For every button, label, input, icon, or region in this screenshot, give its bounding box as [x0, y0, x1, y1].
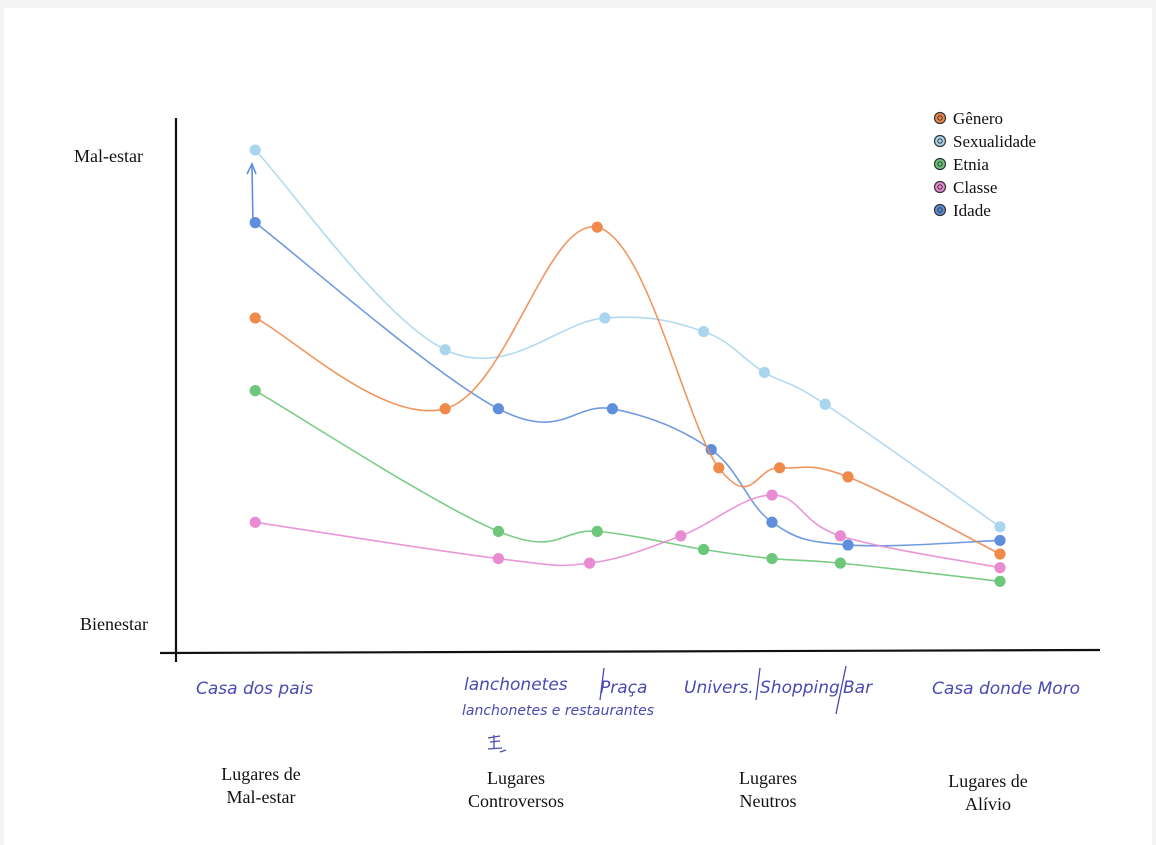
data-point-idade-0	[249, 217, 261, 229]
legend-label-gênero: Gênero	[953, 109, 1003, 128]
data-point-idade-1	[492, 403, 504, 415]
data-point-sexualidade-4	[758, 366, 771, 379]
legend: Gênero Sexualidade Etnia Classe Idade	[933, 109, 1036, 220]
legend-label-idade: Idade	[953, 201, 991, 220]
legend-marker-sexualidade	[933, 134, 947, 148]
data-point-classe-0	[249, 516, 261, 528]
series-line-classe	[254, 494, 1001, 569]
data-point-classe-2	[583, 557, 596, 569]
category-label-mal-estar: Lugares de Mal-estar	[221, 764, 300, 807]
data-point-classe-1	[492, 552, 504, 565]
legend-label-classe: Classe	[953, 178, 997, 197]
data-point-etnia-6	[994, 575, 1006, 587]
legend-marker-center-etnia	[937, 161, 943, 167]
place-label-shopping: Shopping	[760, 678, 840, 698]
data-point-classe-5	[834, 530, 847, 542]
data-point-gênero-6	[994, 548, 1006, 560]
legend-marker-center-sexualidade	[937, 138, 943, 144]
series-line-idade	[254, 221, 1001, 547]
data-point-sexualidade-0	[249, 144, 261, 156]
place-label-univers: Univers.	[684, 678, 754, 698]
legend-marker-center-classe	[937, 184, 943, 190]
slash-1	[599, 667, 605, 701]
data-point-classe-6	[994, 562, 1006, 574]
data-point-etnia-5	[834, 557, 847, 569]
paper-sheet	[4, 8, 1152, 845]
data-point-gênero-2	[591, 221, 603, 233]
legend-marker-idade	[933, 203, 947, 217]
slash-3	[835, 665, 847, 715]
place-label-lanchonetes: lanchonetes e restaurantes	[462, 703, 654, 719]
legend-marker-gênero	[933, 111, 947, 125]
legend-marker-classe	[933, 180, 947, 194]
data-point-sexualidade-3	[697, 326, 710, 338]
data-point-sexualidade-5	[819, 398, 831, 410]
data-point-gênero-4	[773, 462, 786, 474]
legend-marker-center-idade	[937, 207, 943, 213]
data-point-idade-6	[994, 534, 1006, 547]
legend-label-etnia: Etnia	[953, 155, 989, 174]
data-point-idade-4	[766, 516, 778, 528]
y-bottom-label: Bienestar	[80, 614, 148, 634]
data-point-etnia-1	[492, 525, 504, 537]
place-label-lanchonetes-1: lanchonetes	[464, 675, 568, 695]
data-point-sexualidade-2	[599, 312, 611, 324]
place-label-bar: Bar	[843, 678, 873, 698]
upward-arrow	[246, 162, 257, 227]
series-layer	[249, 144, 1006, 587]
legend-marker-center-gênero	[937, 115, 943, 121]
slash-2	[755, 667, 761, 701]
place-label-praca: Praça	[600, 678, 647, 698]
data-point-idade-2	[606, 403, 619, 415]
category-label-neutros: Lugares Neutros	[739, 768, 797, 811]
x-axis-line	[159, 648, 1101, 655]
place-label-casa-dos-pais: Casa dos pais	[196, 679, 313, 699]
signature-scribble	[487, 735, 507, 753]
series-line-gênero	[254, 226, 1001, 555]
data-point-etnia-0	[249, 385, 261, 397]
data-point-classe-4	[766, 489, 778, 501]
legend-label-sexualidade: Sexualidade	[953, 132, 1036, 151]
data-point-gênero-5	[842, 471, 854, 483]
data-point-classe-3	[675, 530, 687, 542]
category-label-alivio: Lugares de Alívio	[948, 771, 1027, 814]
series-line-etnia	[254, 389, 1001, 583]
data-point-gênero-0	[249, 312, 261, 324]
data-point-etnia-3	[697, 543, 710, 556]
series-line-sexualidade	[254, 149, 1001, 528]
data-point-gênero-3	[713, 462, 725, 474]
data-point-idade-5	[842, 539, 854, 551]
data-point-etnia-2	[591, 525, 603, 537]
legend-marker-etnia	[933, 157, 947, 171]
data-point-sexualidade-6	[994, 521, 1006, 533]
data-point-gênero-1	[439, 403, 451, 415]
place-label-casa-donde-moro: Casa donde Moro	[932, 679, 1080, 699]
category-labels: Lugares de Mal-estar Lugares Controversos …	[221, 764, 1027, 814]
data-point-etnia-4	[766, 552, 778, 565]
data-point-sexualidade-1	[439, 344, 451, 356]
y-top-label: Mal-estar	[74, 146, 143, 166]
category-label-controversos: Lugares Controversos	[468, 768, 564, 811]
